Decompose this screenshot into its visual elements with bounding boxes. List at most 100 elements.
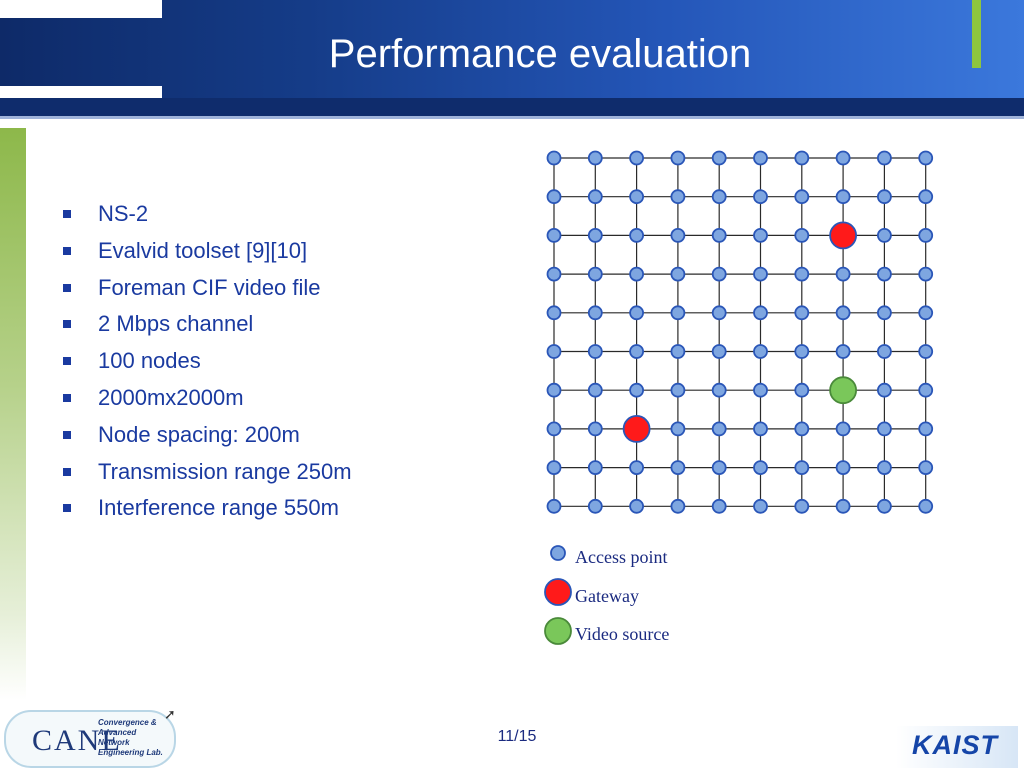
access-point-node <box>753 266 768 282</box>
access-point-node <box>794 498 810 514</box>
access-point-node <box>877 266 892 282</box>
access-point-node <box>877 227 892 243</box>
access-point-node <box>711 421 727 437</box>
access-point-node <box>794 305 810 321</box>
access-point-node <box>587 305 603 321</box>
access-point-node <box>670 498 686 514</box>
access-point-node <box>918 460 934 476</box>
access-point-node <box>753 227 768 243</box>
bullet-item: Foreman CIF video file <box>62 270 352 307</box>
access-point-node <box>670 382 686 398</box>
access-point-node <box>629 498 644 514</box>
access-point-node <box>794 266 810 282</box>
access-point-node <box>753 421 768 437</box>
access-point-node <box>835 344 851 359</box>
bullet-text: Node spacing: 200m <box>98 421 300 447</box>
bullet-square-icon <box>63 393 71 402</box>
access-point-node <box>670 227 686 243</box>
gateway-node <box>622 414 651 443</box>
access-point-node <box>670 189 686 205</box>
access-point-node <box>711 189 727 205</box>
access-point-node <box>711 266 727 282</box>
access-point-node <box>794 421 810 437</box>
access-point-node <box>629 266 644 282</box>
video-source-node <box>829 376 857 405</box>
bullet-square-icon <box>63 504 71 513</box>
access-point-node <box>546 189 562 205</box>
access-point-node <box>711 150 727 166</box>
bullet-item: 100 nodes <box>62 343 352 380</box>
access-point-node <box>918 305 934 321</box>
access-point-node <box>629 150 644 166</box>
legend-access-point-label: Access point <box>575 547 668 567</box>
access-point-node <box>918 150 934 166</box>
header-banner <box>0 0 1024 116</box>
access-point-node <box>877 344 892 359</box>
access-point-node <box>794 189 810 205</box>
header-white-band-lower <box>0 86 162 98</box>
bullet-item: 2000mx2000m <box>62 380 352 417</box>
access-point-node <box>711 382 727 398</box>
kaist-logo: KAIST <box>912 730 998 760</box>
access-point-node <box>587 150 603 166</box>
access-point-node <box>835 498 851 514</box>
access-point-node <box>546 305 562 321</box>
access-point-node <box>546 344 562 359</box>
access-point-node <box>629 344 644 359</box>
grid-nodes <box>546 150 934 514</box>
bullet-text: 100 nodes <box>98 348 201 374</box>
bullet-square-icon <box>63 210 71 218</box>
legend-video-source-label: Video source <box>575 624 670 644</box>
side-gradient-bar <box>0 128 26 700</box>
kaist-logo-background <box>896 726 1018 768</box>
access-point-node <box>546 421 562 437</box>
access-point-node <box>877 382 892 398</box>
access-point-node <box>670 150 686 166</box>
access-point-node <box>918 498 934 514</box>
bullet-item: Interference range 550m <box>62 490 352 527</box>
access-point-node <box>711 227 727 243</box>
access-point-node <box>835 305 851 321</box>
access-point-node <box>918 266 934 282</box>
bullet-text: 2 Mbps channel <box>98 311 254 337</box>
access-point-node <box>835 460 851 476</box>
access-point-node <box>753 305 768 321</box>
access-point-node <box>587 189 603 205</box>
access-point-node <box>877 305 892 321</box>
access-point-node <box>918 189 934 205</box>
access-point-node <box>835 150 851 166</box>
logo-arrow-icon: ➚ <box>164 706 176 722</box>
access-point-node <box>587 460 603 476</box>
header-white-band <box>0 0 162 18</box>
page-number: 11/15 <box>497 728 537 745</box>
access-point-node <box>711 498 727 514</box>
access-point-node <box>546 266 562 282</box>
header-dark-strip <box>0 98 1024 116</box>
bullet-square-icon <box>63 246 71 255</box>
access-point-node <box>794 344 810 359</box>
logo-line: Engineering Lab. <box>98 748 163 757</box>
bullet-item: 2 Mbps channel <box>62 306 352 343</box>
access-point-node <box>546 460 562 476</box>
bullet-item: Node spacing: 200m <box>62 417 352 454</box>
bullet-square-icon <box>63 283 71 292</box>
slide-title: Performance evaluation <box>328 32 752 76</box>
access-point-node <box>629 227 644 243</box>
access-point-node <box>587 421 603 437</box>
cane-logo <box>4 710 176 768</box>
access-point-node <box>670 344 686 359</box>
access-point-node <box>918 227 934 243</box>
access-point-node <box>794 227 810 243</box>
access-point-node <box>546 150 562 166</box>
legend-gateway-label: Gateway <box>575 586 639 606</box>
access-point-node <box>546 382 562 398</box>
access-point-node <box>711 305 727 321</box>
bullet-text: Transmission range 250m <box>98 458 352 484</box>
access-point-node <box>670 266 686 282</box>
gateway-node <box>829 221 857 250</box>
access-point-node <box>546 498 562 514</box>
access-point-node <box>877 498 892 514</box>
access-point-node <box>877 421 892 437</box>
bullet-square-icon <box>63 467 71 476</box>
access-point-node <box>753 150 768 166</box>
